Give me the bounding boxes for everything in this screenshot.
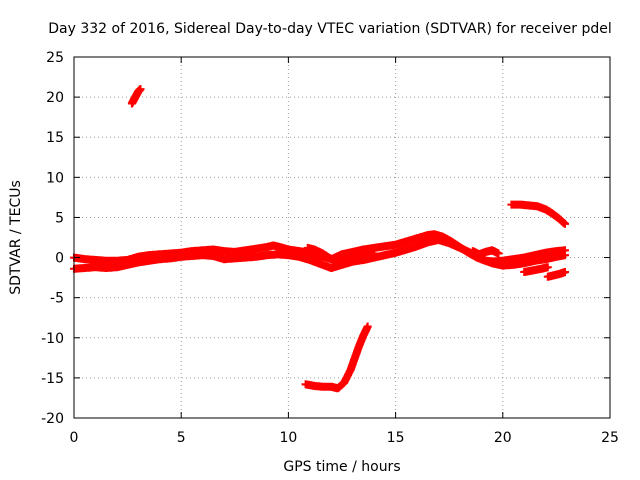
grid (74, 57, 610, 418)
y-tick-label: -5 (50, 291, 64, 307)
y-tick-label: -15 (41, 371, 64, 387)
point-markers (301, 322, 372, 393)
y-tick-label: -10 (41, 331, 64, 347)
y-tick-label: 5 (55, 210, 64, 226)
series-low-dip-segment (301, 322, 372, 393)
x-tick-label: 0 (70, 430, 79, 446)
y-tick-label: 15 (46, 130, 64, 146)
y-axis-label: SDTVAR / TECUs (8, 180, 24, 295)
plot-frame (73, 56, 611, 419)
x-tick-label: 25 (601, 430, 619, 446)
y-tick-label: -20 (41, 411, 64, 427)
x-tick-label: 10 (279, 430, 297, 446)
series-early-high-segment (127, 85, 145, 108)
y-tick-label: 10 (46, 170, 64, 186)
point-markers (520, 263, 552, 276)
data-points (70, 85, 569, 393)
y-tick-label: 0 (55, 251, 64, 267)
point-markers (303, 243, 379, 267)
point-markers (543, 268, 569, 281)
series-side-trace-4 (543, 268, 569, 281)
axis-ticks: 0 5 10 15 20 25 -20 -15 -10 -5 0 5 10 15 20 25 (41, 50, 619, 446)
y-tick-label: 20 (46, 90, 64, 106)
x-tick-label: 20 (494, 430, 512, 446)
series-late-segment (507, 200, 569, 228)
x-axis-label: GPS time / hours (283, 459, 400, 475)
x-tick-label: 15 (387, 430, 405, 446)
point-markers (127, 85, 145, 108)
x-tick-label: 5 (177, 430, 186, 446)
y-tick-label: 25 (46, 50, 64, 66)
series-side-trace-2 (468, 246, 503, 259)
point-markers (468, 246, 503, 259)
series-side-trace-3 (520, 263, 552, 276)
chart-title: Day 332 of 2016, Sidereal Day-to-day VTE… (48, 21, 612, 37)
series-side-trace-1 (303, 243, 379, 267)
point-markers (507, 200, 569, 228)
